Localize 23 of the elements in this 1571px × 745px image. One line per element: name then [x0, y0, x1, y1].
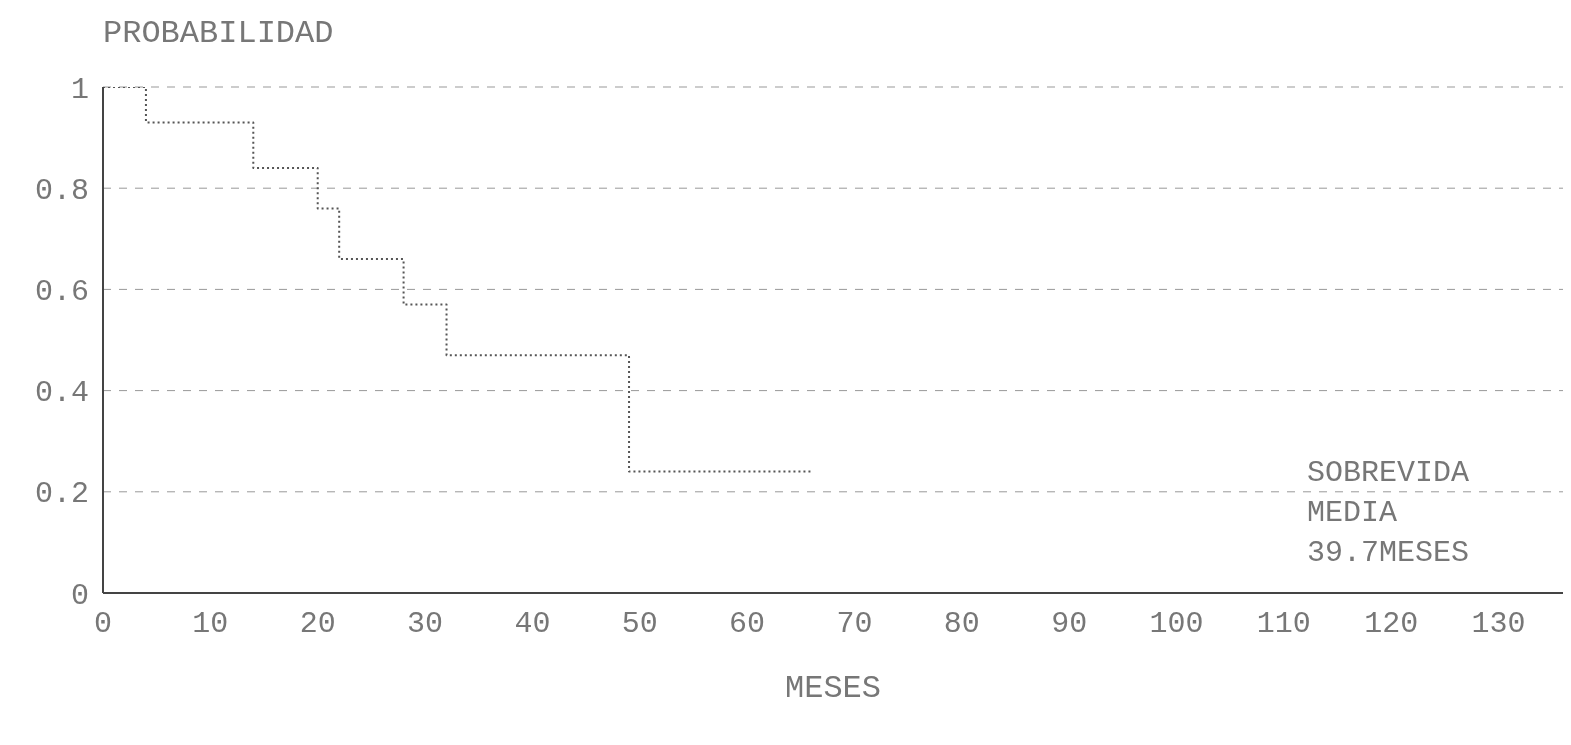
x-tick-label: 20 [299, 607, 336, 642]
x-tick-label: 80 [943, 607, 980, 642]
x-tick-label: 0 [93, 607, 113, 642]
y-tick-label: 0.4 [34, 376, 89, 411]
y-tick-label: 1 [70, 72, 89, 107]
x-tick-label: 40 [514, 607, 551, 642]
x-tick-label: 60 [729, 607, 766, 642]
x-tick-label: 110 [1256, 607, 1311, 642]
x-tick-label: 30 [407, 607, 444, 642]
y-tick-label: 0.8 [34, 173, 89, 208]
x-tick-label: 10 [192, 607, 229, 642]
x-tick-label: 50 [621, 607, 658, 642]
x-tick-label: 90 [1051, 607, 1088, 642]
x-tick-label: 120 [1364, 607, 1419, 642]
y-tick-label: 0 [70, 578, 89, 613]
y-tick-label: 0.6 [34, 275, 89, 310]
y-tick-label: 0.2 [34, 477, 89, 512]
x-tick-label: 130 [1471, 607, 1526, 642]
y-axis-title: PROBABILIDAD [103, 15, 334, 52]
annotation: SOBREVIDA MEDIA 39.7MESES [1307, 455, 1471, 572]
x-axis-title: MESES [784, 670, 882, 707]
x-tick-label: 70 [836, 607, 873, 642]
x-tick-label: 100 [1149, 607, 1204, 642]
